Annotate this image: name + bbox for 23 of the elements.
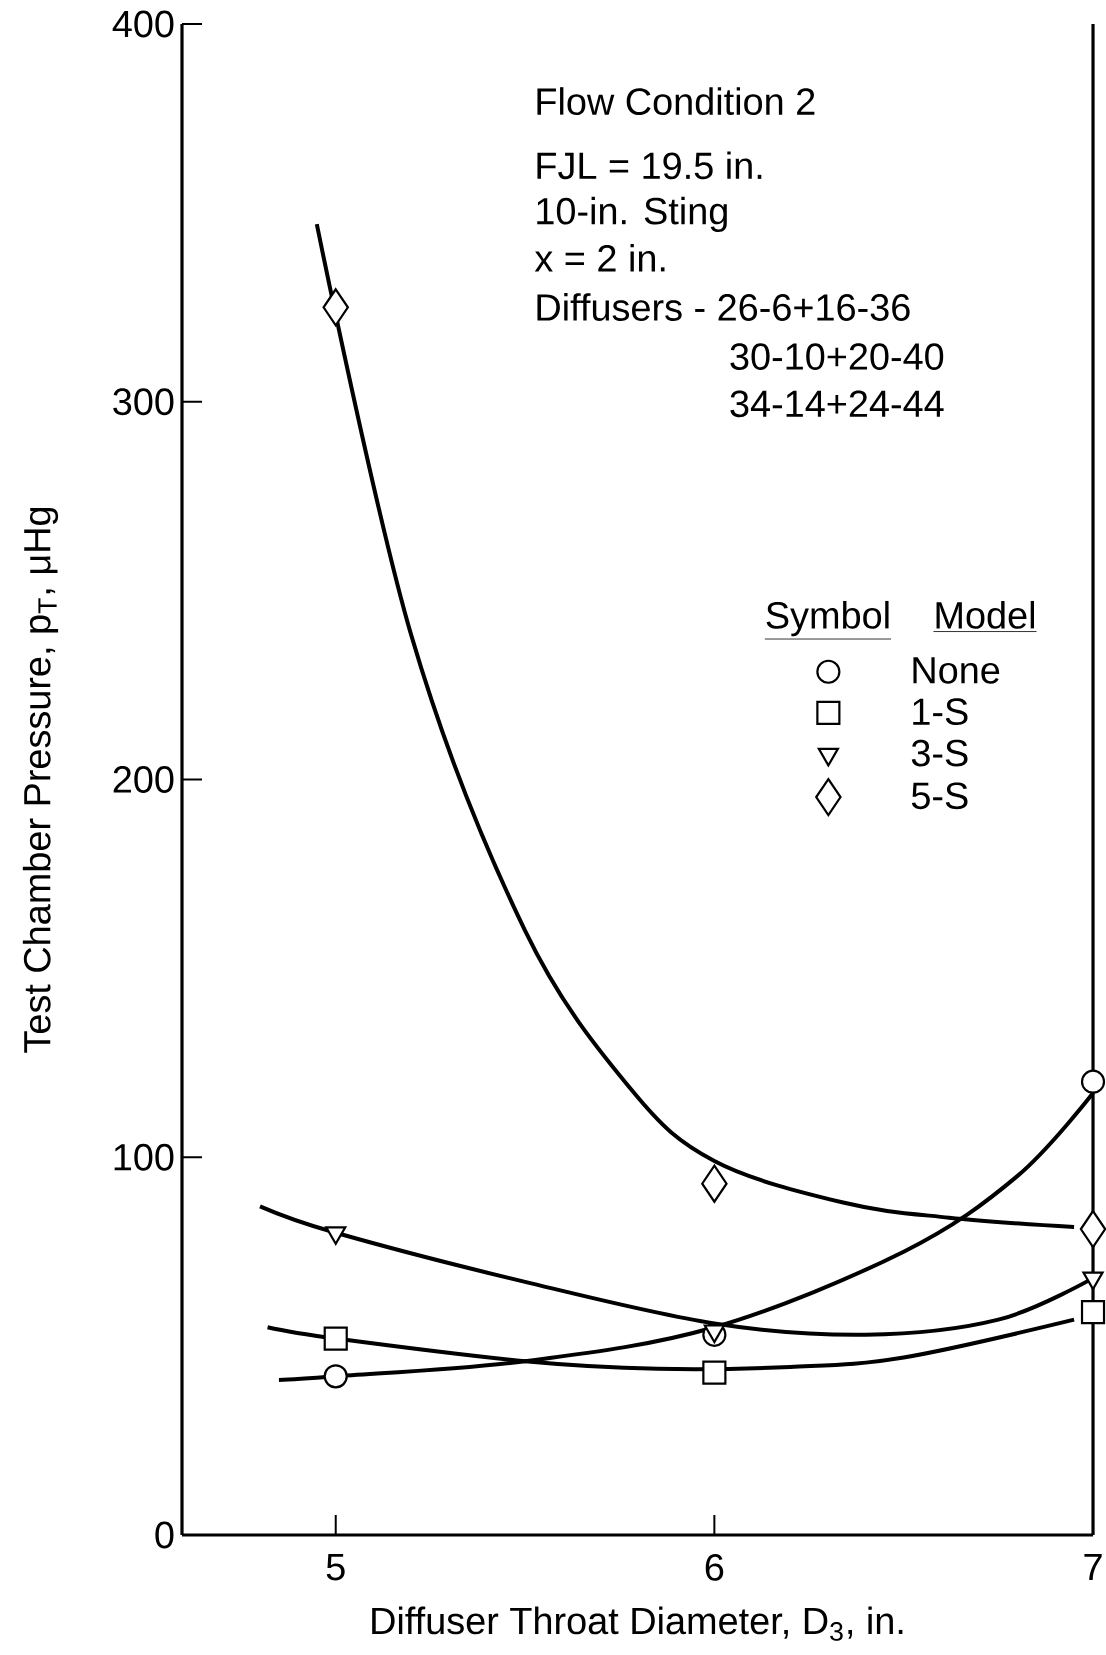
annotation: 34-14+24-44 [730, 390, 944, 418]
y-tick-label: 200 [113, 766, 174, 793]
annotation: Diffusers - 26-6+16-36 [537, 293, 910, 321]
legend-label: 5-S [911, 782, 968, 810]
legend-label: 1-S [913, 698, 968, 726]
x-tick-label: 6 [705, 1554, 724, 1581]
annotation: Flow Condition 2 [537, 87, 815, 116]
annotation: 30-10+20-40 [730, 343, 944, 370]
annotation: x = 2 in. [534, 243, 665, 272]
x-tick-label: 5 [326, 1554, 345, 1581]
x-axis-title: Diffuser Throat Diameter, D$_{3}$, in. [372, 1606, 903, 1641]
y-tick-label: 0 [155, 1521, 174, 1549]
annotation: FJL = 19.5 in. [537, 151, 762, 180]
y-tick-label: 300 [113, 388, 174, 416]
y-axis-title: Test Chamber Pressure, p$_{T}$, μHg [22, 507, 59, 1053]
legend-title: Symbol [766, 600, 889, 637]
annotation: Model [936, 600, 1035, 629]
y-tick-label: 400 [112, 10, 174, 38]
y-tick-label: 100 [114, 1143, 174, 1171]
legend-label: 3-S [911, 739, 968, 767]
x-tick-label: 7 [1084, 1554, 1102, 1581]
annotation: 10-in. Sting [537, 196, 727, 233]
legend-label: None [913, 657, 1000, 684]
